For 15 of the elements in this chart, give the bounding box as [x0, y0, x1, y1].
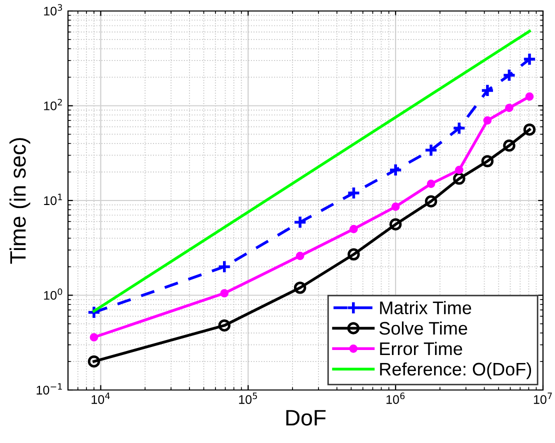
legend-label: Reference: O(DoF) [380, 362, 532, 380]
x-axis-title: DoF [286, 410, 326, 426]
x-tick-label: 10$^{5}$ [239, 392, 257, 404]
x-tick-label: 10$^{6}$ [386, 392, 405, 404]
legend-label: Error Time [380, 342, 462, 356]
legend-label: Matrix Time [380, 301, 472, 314]
y-tick-label: 10$^{−1}$ [36, 383, 62, 395]
y-axis-title: Time (in sec) [9, 138, 30, 264]
x-tick-label: 10$^{4}$ [92, 392, 110, 404]
legend-label: Solve Time [379, 321, 468, 335]
y-tick-label: 10$^{3}$ [44, 4, 62, 16]
y-tick-label: 10$^{1}$ [44, 194, 62, 206]
x-tick-label: 10$^{7}$ [534, 392, 552, 404]
y-tick-label: 10$^{0}$ [44, 288, 62, 300]
y-tick-label: 10$^{2}$ [44, 98, 62, 110]
